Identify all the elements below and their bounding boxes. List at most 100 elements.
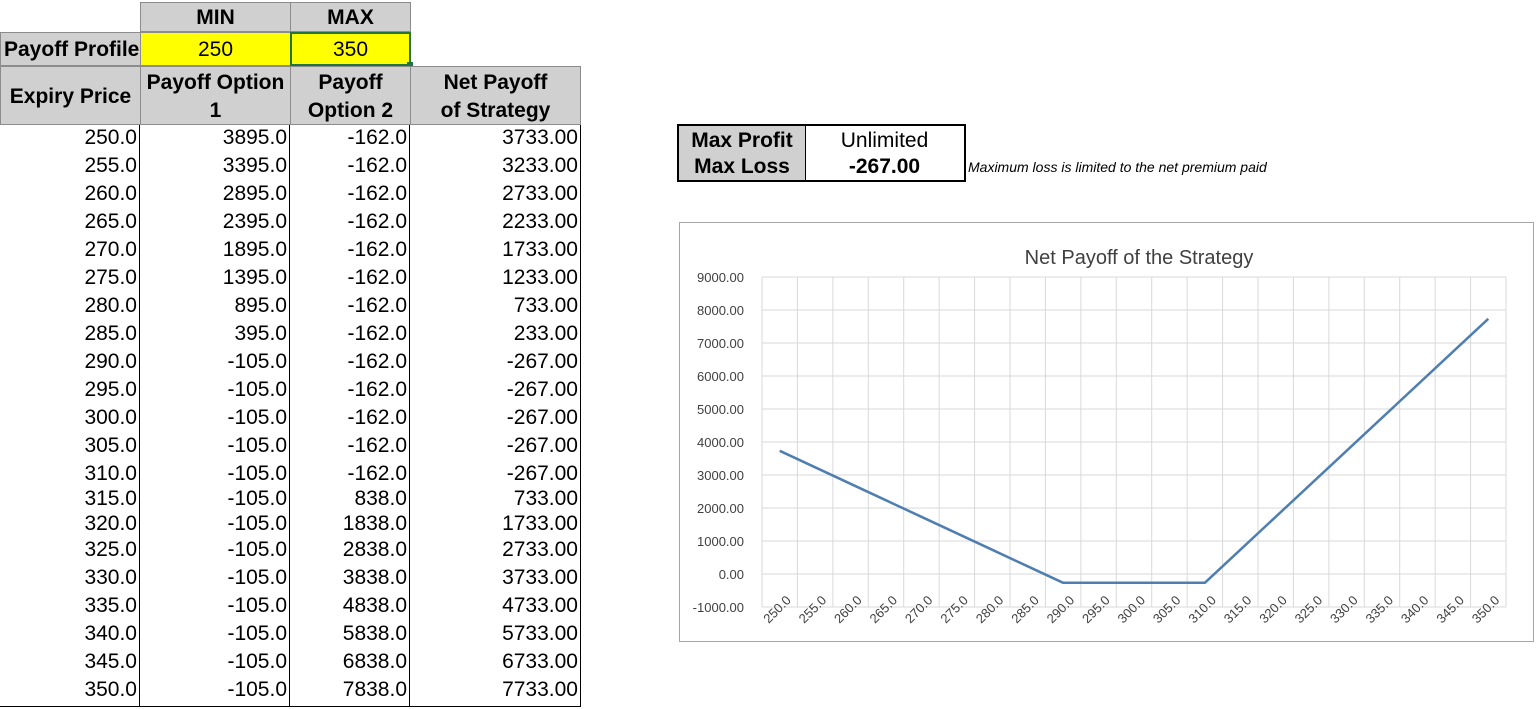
net-payoff-cell[interactable]: 3733.00 [502,566,578,589]
payoff-option-1-cell[interactable]: 895.0 [234,294,287,317]
max-profit-label: Max Profit [677,124,806,153]
net-payoff-cell[interactable]: 5733.00 [502,622,578,645]
expiry-price-cell[interactable]: 270.0 [84,238,137,261]
payoff-option-2-cell[interactable]: -162.0 [347,406,407,429]
net-payoff-cell[interactable]: -267.00 [506,350,578,373]
net-payoff-cell[interactable]: 1233.00 [502,266,578,289]
y-tick-label: 8000.00 [697,303,744,318]
expiry-price-cell[interactable]: 345.0 [84,650,137,673]
expiry-price-cell[interactable]: 320.0 [84,512,137,535]
expiry-price-cell[interactable]: 310.0 [84,462,137,485]
payoff-option-2-cell[interactable]: 4838.0 [342,594,407,617]
net-payoff-cell[interactable]: 2733.00 [502,538,578,561]
net-payoff-cell[interactable]: 2733.00 [502,182,578,205]
expiry-price-cell[interactable]: 300.0 [84,406,137,429]
expiry-price-cell[interactable]: 315.0 [84,487,137,510]
expiry-price-cell[interactable]: 290.0 [84,350,137,373]
expiry-price-cell[interactable]: 285.0 [84,322,137,345]
payoff-option-1-cell[interactable]: 3895.0 [222,126,287,149]
net-payoff-cell[interactable]: 3233.00 [502,154,578,177]
payoff-option-2-cell[interactable]: -162.0 [347,182,407,205]
payoff-option-1-cell[interactable]: 2395.0 [222,210,287,233]
net-payoff-cell[interactable]: 3733.00 [502,126,578,149]
payoff-option-2-cell[interactable]: 838.0 [354,487,407,510]
payoff-option-2-cell[interactable]: -162.0 [347,294,407,317]
min-value-input[interactable]: 250 [140,32,291,66]
payoff-option-1-cell[interactable]: -105.0 [227,406,287,429]
expiry-price-cell[interactable]: 275.0 [84,266,137,289]
expiry-price-cell[interactable]: 305.0 [84,434,137,457]
cell-fill-handle[interactable] [407,62,413,68]
max-profit-value: Unlimited [805,124,966,153]
payoff-option-2-cell[interactable]: -162.0 [347,322,407,345]
col-header-net-payoff-line1: Net Payoff [443,71,548,94]
payoff-option-1-cell[interactable]: -105.0 [227,378,287,401]
table-divider-4 [580,125,581,707]
y-tick-label: 9000.00 [697,270,744,285]
net-payoff-cell[interactable]: 4733.00 [502,594,578,617]
payoff-option-2-cell[interactable]: -162.0 [347,434,407,457]
payoff-option-2-cell[interactable]: 7838.0 [342,678,407,701]
expiry-price-cell[interactable]: 265.0 [84,210,137,233]
net-payoff-cell[interactable]: 1733.00 [502,512,578,535]
max-loss-label: Max Loss [677,153,806,182]
payoff-option-1-cell[interactable]: -105.0 [227,512,287,535]
net-payoff-cell[interactable]: 1733.00 [502,238,578,261]
expiry-price-cell[interactable]: 340.0 [84,622,137,645]
table-bottom-border [0,706,581,707]
net-payoff-cell[interactable]: 6733.00 [502,650,578,673]
payoff-option-2-cell[interactable]: -162.0 [347,350,407,373]
expiry-price-cell[interactable]: 335.0 [84,594,137,617]
max-value-input[interactable]: 350 [290,32,411,66]
expiry-price-cell[interactable]: 330.0 [84,566,137,589]
chart-canvas: Net Payoff of the Strategy 9000.00 8000.00… [693,247,1507,627]
payoff-option-1-cell[interactable]: 1895.0 [222,238,287,261]
payoff-option-1-cell[interactable]: -105.0 [227,538,287,561]
expiry-price-cell[interactable]: 260.0 [84,182,137,205]
payoff-option-1-cell[interactable]: -105.0 [227,462,287,485]
net-payoff-chart[interactable]: Net Payoff of the Strategy 9000.00 8000.00… [679,222,1534,642]
net-payoff-cell[interactable]: -267.00 [506,434,578,457]
payoff-option-1-cell[interactable]: 2895.0 [222,182,287,205]
payoff-option-1-cell[interactable]: -105.0 [227,434,287,457]
expiry-price-cell[interactable]: 295.0 [84,378,137,401]
payoff-option-2-cell[interactable]: -162.0 [347,126,407,149]
payoff-option-1-cell[interactable]: -105.0 [227,650,287,673]
payoff-option-1-cell[interactable]: -105.0 [227,566,287,589]
net-payoff-cell[interactable]: 2233.00 [502,210,578,233]
payoff-option-2-cell[interactable]: -162.0 [347,238,407,261]
expiry-price-cell[interactable]: 325.0 [84,538,137,561]
payoff-option-2-cell[interactable]: 1838.0 [342,512,407,535]
payoff-option-1-cell[interactable]: -105.0 [227,487,287,510]
payoff-option-2-cell[interactable]: -162.0 [347,266,407,289]
payoff-option-1-cell[interactable]: -105.0 [227,350,287,373]
payoff-option-1-cell[interactable]: -105.0 [227,622,287,645]
net-payoff-cell[interactable]: 733.00 [513,487,578,510]
y-tick-label: 0.00 [719,567,744,582]
payoff-option-2-cell[interactable]: -162.0 [347,378,407,401]
net-payoff-cell[interactable]: 233.00 [513,322,578,345]
x-tick-label: 255.0 [796,593,830,627]
payoff-option-1-cell[interactable]: -105.0 [227,594,287,617]
expiry-price-cell[interactable]: 255.0 [84,154,137,177]
net-payoff-cell[interactable]: 733.00 [513,294,578,317]
payoff-option-2-cell[interactable]: 5838.0 [342,622,407,645]
payoff-option-2-cell[interactable]: -162.0 [347,462,407,485]
max-header: MAX [290,2,411,32]
payoff-option-1-cell[interactable]: -105.0 [227,678,287,701]
payoff-option-2-cell[interactable]: -162.0 [347,210,407,233]
payoff-option-2-cell[interactable]: 6838.0 [342,650,407,673]
payoff-option-2-cell[interactable]: -162.0 [347,154,407,177]
net-payoff-cell[interactable]: 7733.00 [502,678,578,701]
payoff-option-2-cell[interactable]: 2838.0 [342,538,407,561]
payoff-option-1-cell[interactable]: 3395.0 [222,154,287,177]
payoff-option-1-cell[interactable]: 395.0 [234,322,287,345]
net-payoff-cell[interactable]: -267.00 [506,378,578,401]
payoff-option-2-cell[interactable]: 3838.0 [342,566,407,589]
payoff-option-1-cell[interactable]: 1395.0 [222,266,287,289]
net-payoff-cell[interactable]: -267.00 [506,462,578,485]
expiry-price-cell[interactable]: 280.0 [84,294,137,317]
expiry-price-cell[interactable]: 350.0 [84,678,137,701]
expiry-price-cell[interactable]: 250.0 [84,126,137,149]
net-payoff-cell[interactable]: -267.00 [506,406,578,429]
